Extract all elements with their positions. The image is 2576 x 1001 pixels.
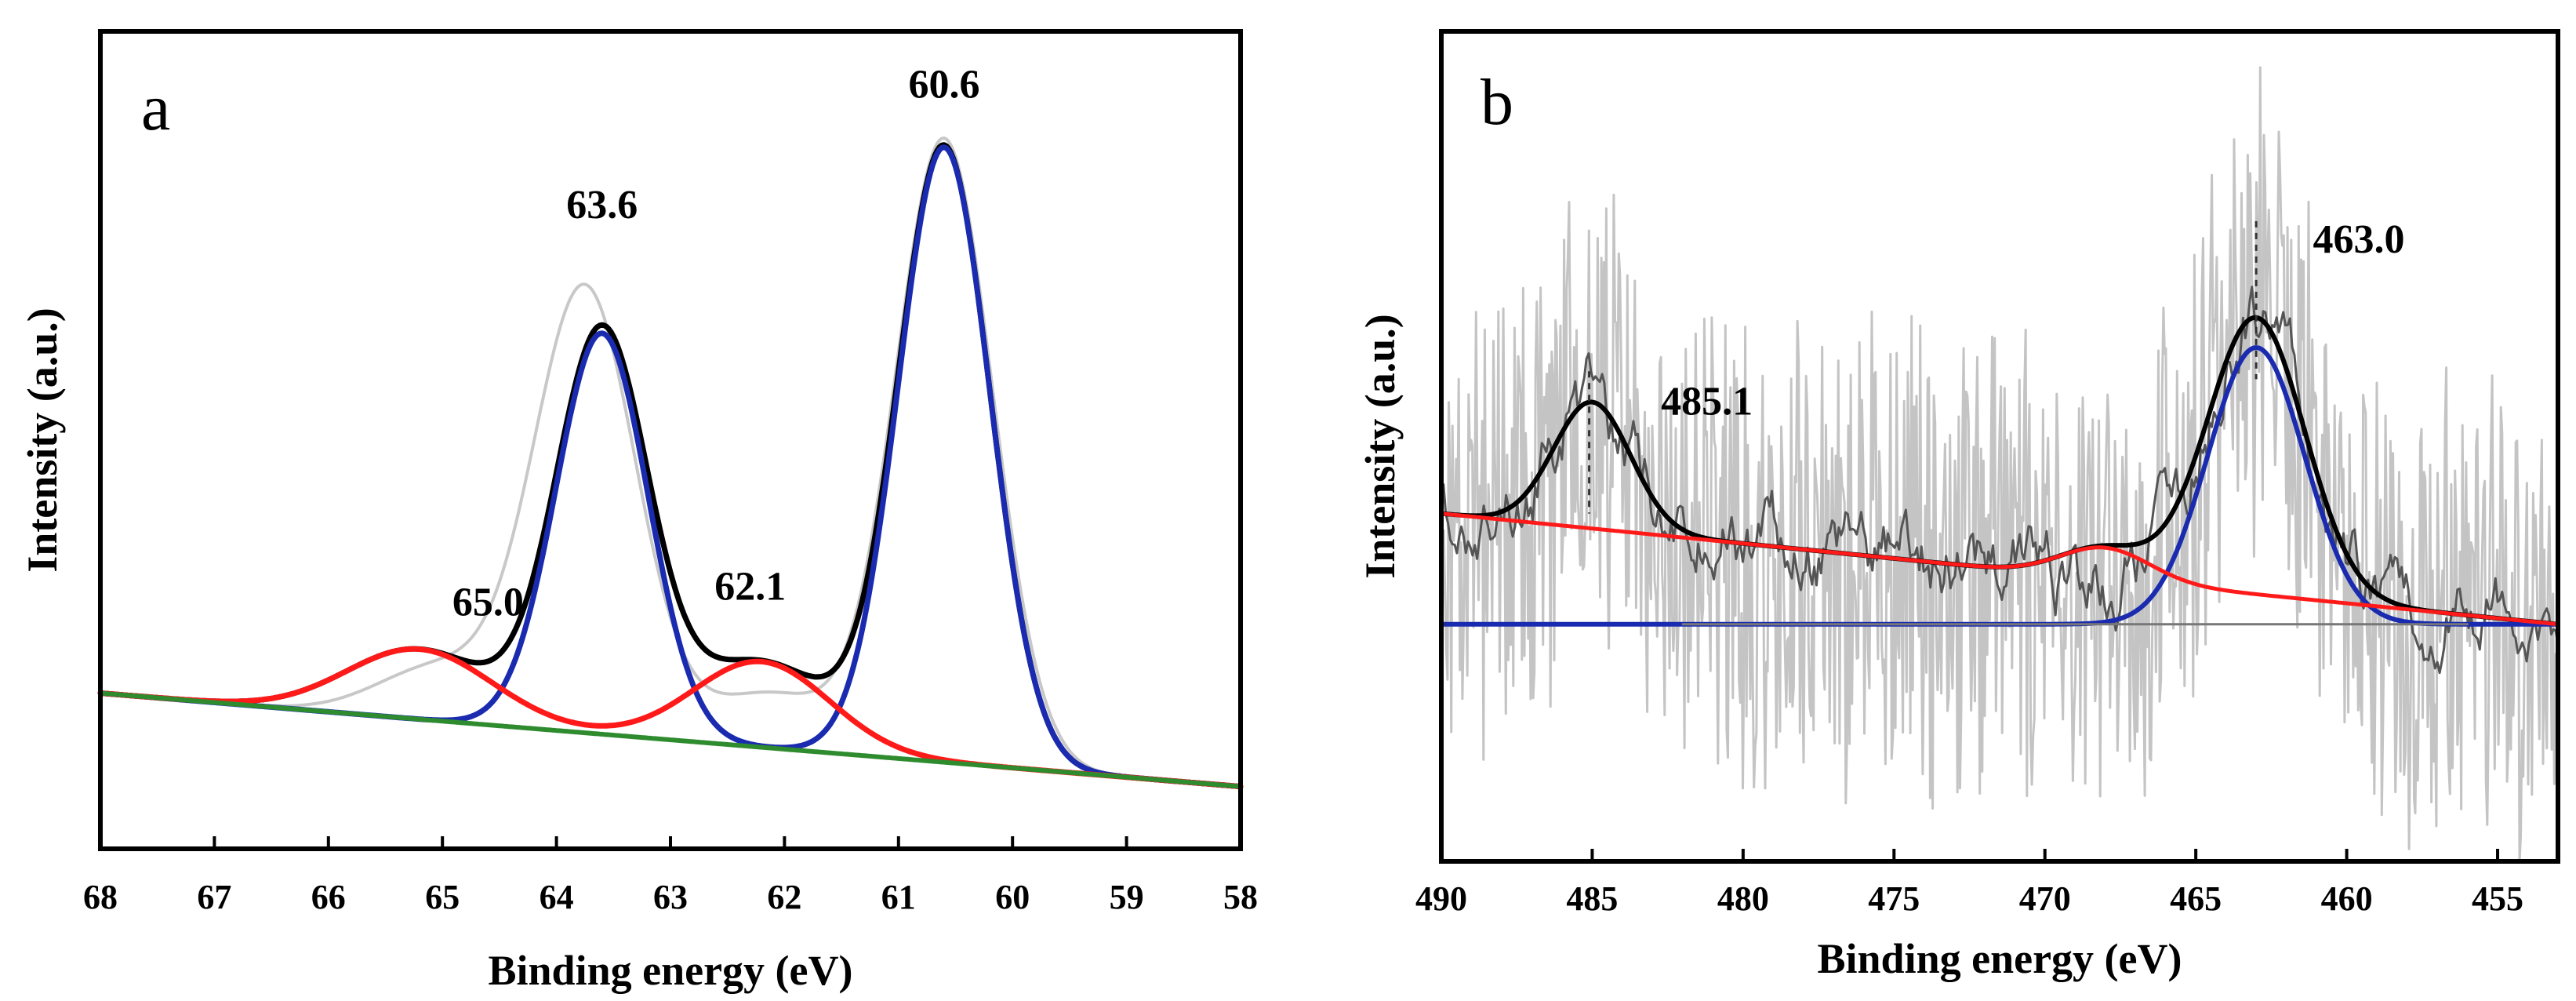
panel-b-x-tick-label: 455 <box>2472 879 2523 918</box>
panel-a-peak-label: 65.0 <box>452 580 524 624</box>
panel-a-x-tick-label: 63 <box>653 878 688 916</box>
panel-a-peak-labels: 63.6 60.6 65.0 62.1 <box>452 62 980 624</box>
panel-b-series-background <box>1439 511 2560 627</box>
panel-a-series-sn-4d-component-2 <box>97 646 1244 790</box>
panel-b-x-tick-label: 485 <box>1566 879 1618 918</box>
panel-a: 68 67 66 65 64 63 62 61 60 59 58 63.660.665.0 62.1 … <box>19 29 1258 994</box>
panel-b-x-ticks: 490 485 480 475 470 465 460 455 <box>1415 849 2523 918</box>
panel-b-x-axis-title: Binding energy (eV) <box>1818 935 2182 982</box>
panel-a-x-tick-label: 60 <box>995 878 1030 916</box>
panel-b-letter: b <box>1481 66 1513 139</box>
panel-a-x-tick-label: 68 <box>83 878 118 916</box>
panel-b-y-axis-title: Intensity (a.u.) <box>1357 314 1404 579</box>
panel-b-peak-label: 463.0 <box>2313 217 2404 262</box>
panel-b-peak-markers <box>1588 220 2258 514</box>
panel-a-x-tick-label: 66 <box>311 878 346 916</box>
panel-b-x-tick-label: 470 <box>2019 879 2071 918</box>
panel-a-x-tick-label: 59 <box>1110 878 1144 916</box>
panel-b-x-tick-label: 490 <box>1415 879 1467 918</box>
panel-a-x-axis-title: Binding energy (eV) <box>489 947 853 994</box>
panel-b-x-tick-label: 460 <box>2321 879 2373 918</box>
panel-a-series-envelope <box>97 142 1244 790</box>
panel-a-x-tick-label: 64 <box>540 878 574 916</box>
panel-b-x-tick-label: 465 <box>2170 879 2222 918</box>
panel-a-series-sn-4d-component-1 <box>97 144 1244 790</box>
panel-a-x-tick-label: 67 <box>197 878 231 916</box>
panel-b-x-tick-label: 475 <box>1868 879 1920 918</box>
panel-a-series-background <box>98 690 1243 789</box>
panel-b-frame <box>1439 29 2560 864</box>
panel-b-curves <box>1439 66 2560 864</box>
panel-a-x-ticks: 68 67 66 65 64 63 62 61 60 59 58 <box>83 836 1258 916</box>
panel-b-x-tick-label: 480 <box>1717 879 1769 918</box>
panel-b-series-raw-data <box>1440 66 2560 864</box>
panel-a-x-tick-label: 61 <box>881 878 916 916</box>
panel-a-peak-label: 60.6 <box>908 62 979 107</box>
panel-a-y-axis-title: Intensity (a.u.) <box>19 308 66 573</box>
panel-a-frame <box>98 29 1243 851</box>
panel-b-peak-labels: 485.1 463.0 <box>1661 217 2404 424</box>
panel-a-letter: a <box>141 71 170 144</box>
panel-a-curves <box>97 136 1244 790</box>
panel-b-peak-label: 485.1 <box>1661 380 1753 424</box>
panel-a-x-tick-label: 62 <box>767 878 801 916</box>
panel-a-series-raw-data <box>99 136 1242 788</box>
panel-a-x-tick-label: 58 <box>1223 878 1258 916</box>
panel-a-x-tick-label: 65 <box>425 878 460 916</box>
panel-a-peak-label: 63.6 <box>566 183 638 228</box>
panel-a-peak-label: 62.1 <box>714 564 786 609</box>
panel-b: 490 485 480 475 470 465 460 455 485.1 463.0 b Bi… <box>1357 29 2560 982</box>
